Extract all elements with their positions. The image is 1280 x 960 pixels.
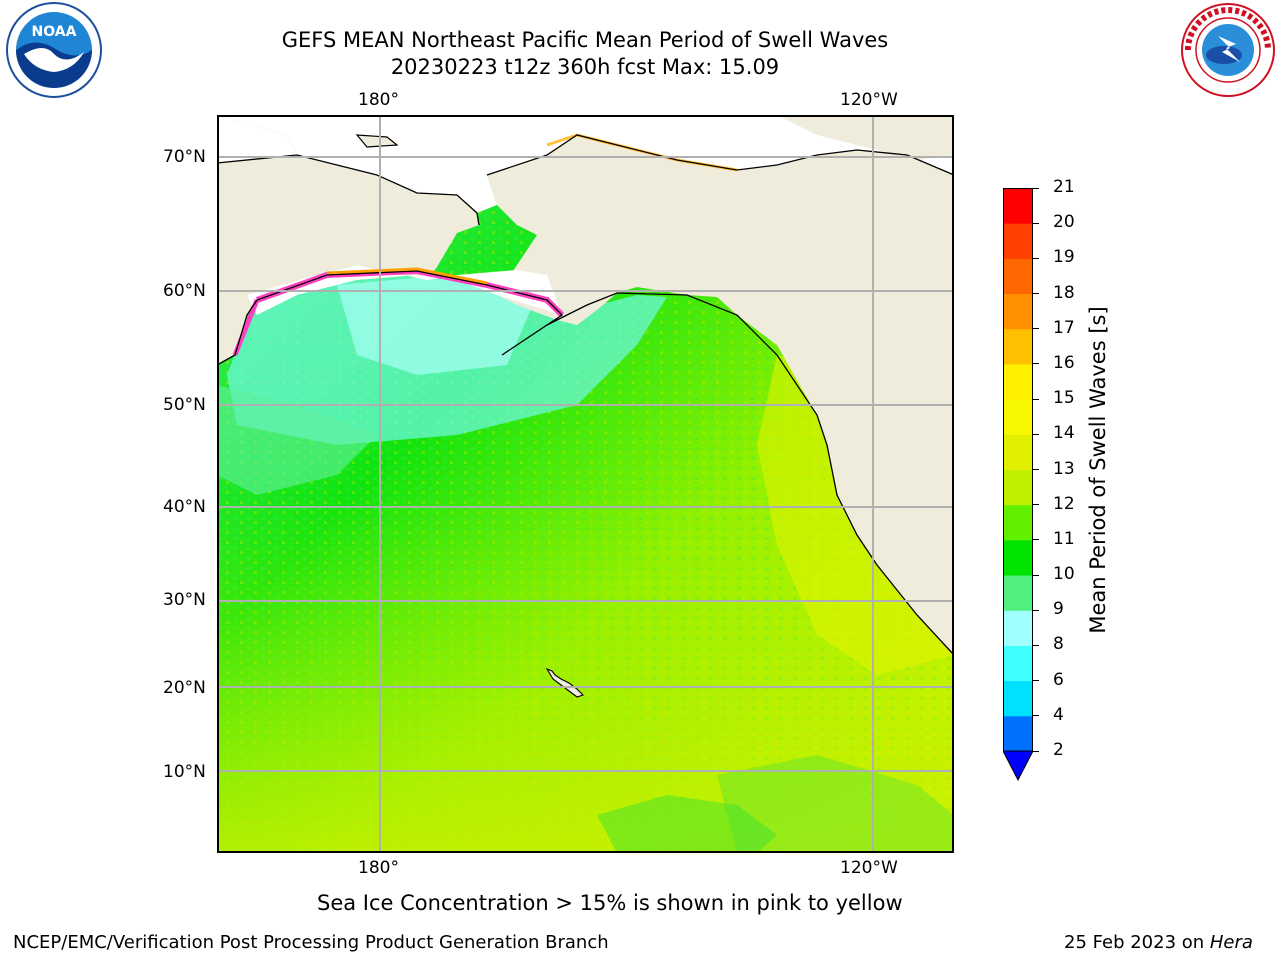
colorbar-tick-mark bbox=[1033, 187, 1039, 189]
colorbar-tick-mark bbox=[1033, 644, 1039, 646]
colorbar-tick-label: 9 bbox=[1053, 599, 1064, 620]
graticule bbox=[217, 115, 954, 853]
colorbar bbox=[1003, 188, 1033, 781]
colorbar-segment bbox=[1003, 188, 1033, 224]
colorbar-segment bbox=[1003, 223, 1033, 259]
colorbar-tick-label: 12 bbox=[1053, 493, 1075, 514]
colorbar-tick-label: 13 bbox=[1053, 458, 1075, 479]
footer-host: Hera bbox=[1209, 932, 1253, 953]
colorbar-extend-arrow bbox=[1003, 750, 1033, 781]
colorbar-tick-label: 20 bbox=[1053, 212, 1075, 233]
colorbar-label: Mean Period of Swell Waves [s] bbox=[1086, 306, 1110, 634]
colorbar-segment bbox=[1003, 715, 1033, 752]
lat-label-20n: 20°N bbox=[163, 678, 206, 698]
lat-label-50n: 50°N bbox=[163, 395, 206, 415]
colorbar-tick-label: 19 bbox=[1053, 247, 1075, 268]
lon-label-bottom-120w: 120°W bbox=[840, 858, 898, 878]
colorbar-segment bbox=[1003, 504, 1033, 541]
colorbar-segment bbox=[1003, 399, 1033, 435]
colorbar-tick-label: 6 bbox=[1053, 669, 1064, 690]
colorbar-segment bbox=[1003, 258, 1033, 295]
colorbar-tick-label: 14 bbox=[1053, 423, 1075, 444]
lat-label-10n: 10°N bbox=[163, 762, 206, 782]
land-north-america bbox=[487, 135, 954, 655]
colorbar-tick-mark bbox=[1033, 363, 1039, 365]
arctic-white bbox=[217, 115, 954, 213]
colorbar-tick-mark bbox=[1033, 222, 1039, 224]
colorbar-tick-label: 2 bbox=[1053, 740, 1064, 760]
footer-date: 25 Feb 2023 on bbox=[1064, 932, 1210, 953]
colorbar-tick-mark bbox=[1033, 469, 1039, 470]
lon-label-top-120w: 120°W bbox=[840, 90, 898, 110]
coastline bbox=[217, 270, 954, 656]
colorbar-tick-mark bbox=[1033, 293, 1039, 295]
colorbar-tick-label: 15 bbox=[1053, 388, 1075, 409]
lat-label-30n: 30°N bbox=[163, 590, 206, 610]
colorbar-tick-mark bbox=[1033, 433, 1039, 435]
colorbar-tick-mark bbox=[1033, 715, 1039, 717]
colorbar-tick-label: 11 bbox=[1053, 528, 1075, 549]
colorbar-segment bbox=[1003, 645, 1033, 682]
sea-ice-note: Sea Ice Concentration > 15% is shown in … bbox=[317, 891, 903, 915]
colorbar-segment bbox=[1003, 575, 1033, 611]
map-subtitle: 20230223 t12z 360h fcst Max: 15.09 bbox=[390, 55, 780, 79]
lat-label-70n: 70°N bbox=[163, 147, 206, 167]
colorbar-tick-mark bbox=[1033, 328, 1039, 330]
lon-label-bottom-180: 180° bbox=[358, 858, 399, 878]
map-title: GEFS MEAN Northeast Pacific Mean Period … bbox=[281, 28, 889, 52]
colorbar-segment bbox=[1003, 328, 1033, 365]
colorbar-segment bbox=[1003, 469, 1033, 506]
nws-logo-icon bbox=[1181, 3, 1275, 97]
colorbar-tick-label: 21 bbox=[1053, 177, 1075, 197]
noaa-logo-icon: NOAA bbox=[6, 2, 102, 98]
colorbar-tick-label: 10 bbox=[1053, 564, 1075, 585]
colorbar-tick-label: 17 bbox=[1053, 317, 1075, 338]
colorbar-tick-mark bbox=[1033, 609, 1039, 611]
colorbar-segment bbox=[1003, 680, 1033, 717]
colorbar-tick-mark bbox=[1033, 504, 1039, 506]
colorbar-tick-label: 4 bbox=[1053, 704, 1064, 725]
lat-label-60n: 60°N bbox=[163, 281, 206, 301]
colorbar-tick-label: 16 bbox=[1053, 352, 1075, 373]
hawaii-islands bbox=[545, 667, 585, 698]
colorbar-segment bbox=[1003, 293, 1033, 330]
colorbar-segment bbox=[1003, 434, 1033, 470]
noaa-logo-text: NOAA bbox=[32, 24, 77, 40]
lat-label-40n: 40°N bbox=[163, 497, 206, 517]
colorbar-tick-label: 18 bbox=[1053, 282, 1075, 303]
land-alaska-west bbox=[217, 155, 479, 365]
colorbar-tick-mark bbox=[1033, 539, 1039, 541]
footer-left: NCEP/EMC/Verification Post Processing Pr… bbox=[13, 932, 609, 953]
colorbar-tick-mark bbox=[1033, 257, 1039, 259]
footer-right: 25 Feb 2023 on Hera bbox=[1064, 932, 1253, 953]
colorbar-tick-mark bbox=[1033, 680, 1039, 682]
colorbar-segment bbox=[1003, 610, 1033, 646]
colorbar-tick-mark bbox=[1033, 574, 1039, 576]
colorbar-tick-label: 8 bbox=[1053, 634, 1064, 655]
colorbar-tick-mark bbox=[1033, 398, 1039, 400]
map-panel bbox=[217, 115, 954, 853]
colorbar-segment bbox=[1003, 539, 1033, 576]
colorbar-tick-mark bbox=[1033, 750, 1039, 752]
colorbar-segment bbox=[1003, 363, 1033, 400]
lon-label-top-180: 180° bbox=[358, 90, 399, 110]
